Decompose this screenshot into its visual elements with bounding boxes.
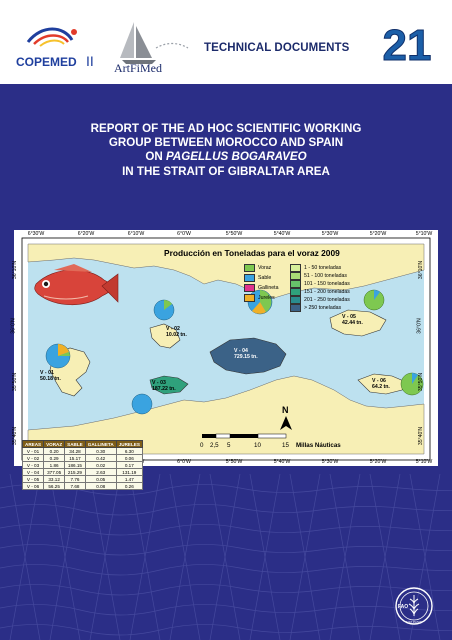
- pie-v02: [153, 299, 175, 321]
- copemed-suffix: II: [86, 53, 94, 69]
- lon-top-8: 5°20'W: [369, 231, 387, 237]
- scale-bar: [202, 433, 287, 439]
- lon-top-6: 5°40'W: [273, 231, 291, 237]
- legend-t1: 1 - 50 toneladas: [290, 264, 341, 272]
- zone-label-v04: V - 04 729.15 tn.: [234, 348, 258, 360]
- lat-right-4: 35°40'N: [418, 426, 425, 446]
- scale-num-4: 15: [282, 442, 289, 449]
- species-name: PAGELLUS BOGARAVEO: [165, 150, 307, 164]
- legend-t2: 51 - 100 toneladas: [290, 272, 347, 280]
- legend-t3: 101 - 150 toneladas: [290, 280, 350, 288]
- lat-left-2: 36°0'N: [10, 318, 17, 334]
- title-line-4: IN THE STRAIT OF GIBRALTAR AREA: [122, 164, 330, 178]
- scale-num-3: 10: [254, 442, 261, 449]
- pie-v03: [131, 393, 153, 415]
- lon-bottom-8: 5°20'W: [369, 459, 387, 465]
- lat-right-1: 36°10'N: [418, 260, 425, 280]
- table-row: V - 05 33.12 7.76 0.05 1.47: [21, 475, 143, 483]
- lon-bottom-4: 6°0'W: [177, 459, 191, 465]
- lon-top-5: 5°50'W: [225, 231, 243, 237]
- issue-number-badge: 21: [382, 21, 432, 67]
- north-arrow: [280, 416, 292, 430]
- table-row: V - 02 0.29 15.17 0.42 0.06: [21, 454, 143, 462]
- fao-letters: FAO: [398, 604, 408, 610]
- title-line-3: ON PAGELLUS BOGARAVEO: [145, 150, 307, 164]
- map-title: Producción en Toneladas para el voraz 20…: [164, 248, 340, 258]
- header: COPEMED II ArtFiMed TECHNICAL DOCUMENTS …: [0, 0, 452, 84]
- zone-v03-area: [149, 375, 189, 395]
- lon-top-3: 6°10'W: [127, 231, 145, 237]
- north-label: N: [282, 405, 289, 415]
- table-header-row: AREAS VORAZ SABLE GALLINETA JURELES: [21, 440, 143, 448]
- legend-sable: Sable: [244, 274, 271, 282]
- title-line-2: GROUP BETWEEN MOROCCO AND SPAIN: [108, 136, 344, 150]
- title-line-1: REPORT OF THE AD HOC SCIENTIFIC WORKING: [90, 122, 362, 135]
- lon-bottom-5: 5°50'W: [225, 459, 243, 465]
- zone-label-v03: V - 03 187.22 tn.: [152, 380, 176, 392]
- fao-logo: FIAT PANIS FAO: [395, 587, 433, 625]
- table-row: V - 03 1.86 186.15 0.02 0.17: [21, 461, 143, 469]
- table-header: VORAZ: [43, 440, 66, 448]
- lon-bottom-6: 5°40'W: [273, 459, 291, 465]
- scale-num-2: 5: [227, 442, 231, 449]
- lon-top-9: 5°10'W: [415, 231, 433, 237]
- table-row: V - 01 0.20 34.28 0.30 6.30: [21, 447, 143, 455]
- map-legend: Voraz Sable Gallineta Jureles 1 - 50 ton…: [244, 264, 376, 322]
- fao-motto: FIAT PANIS: [406, 620, 422, 624]
- table-header: SABLE: [64, 440, 86, 448]
- pie-v06: [400, 372, 424, 396]
- lon-bottom-7: 5°30'W: [321, 459, 339, 465]
- issue-number: 21: [383, 21, 432, 66]
- pie-v04: [247, 289, 273, 315]
- report-title: REPORT OF THE AD HOC SCIENTIFIC WORKING …: [0, 122, 452, 179]
- lon-top-2: 6°20'W: [77, 231, 95, 237]
- lon-top-7: 5°30'W: [321, 231, 339, 237]
- spain-landmass: [27, 243, 425, 299]
- table-header: AREAS: [21, 440, 45, 448]
- zone-v05-area: [329, 309, 387, 337]
- artfimed-text: ArtFiMed: [114, 61, 162, 74]
- zone-v04-area: [209, 337, 287, 375]
- scale-num-1: 2,5: [210, 442, 219, 449]
- lat-left-4: 35°40'N: [12, 426, 19, 446]
- table-row: V - 06 56.25 7.68 0.08 0.26: [21, 482, 143, 490]
- lon-bottom-9: 5°10'W: [415, 459, 433, 465]
- legend-voraz: Voraz: [244, 264, 271, 272]
- production-table: AREAS VORAZ SABLE GALLINETA JURELES V - …: [21, 440, 143, 490]
- map-drawing: [21, 237, 431, 461]
- legend-gallineta: Gallineta: [244, 284, 278, 292]
- scale-unit: Millas Náuticas: [296, 442, 341, 449]
- fish-illustration: [34, 264, 119, 306]
- lon-top-4: 6°0'W: [177, 231, 191, 237]
- lat-left-3: 35°50'N: [12, 372, 19, 392]
- lat-right-2: 36°0'N: [416, 318, 423, 334]
- artfimed-logo: ArtFiMed: [114, 22, 189, 74]
- legend-t5: 201 - 250 toneladas: [290, 296, 350, 304]
- zone-label-v06: V - 06 64.2 tn.: [372, 378, 390, 390]
- table-header: GALLINETA: [84, 440, 117, 448]
- copemed-logo: COPEMED II: [16, 27, 94, 69]
- pie-v05: [363, 289, 385, 311]
- series-label: TECHNICAL DOCUMENTS: [204, 42, 350, 54]
- scale-num-0: 0: [200, 442, 204, 449]
- map-figure: 6°30'W 6°20'W 6°10'W 6°0'W 5°50'W 5°40'W…: [10, 230, 438, 490]
- table-row: V - 04 377.05 215.29 2.63 131.19: [21, 468, 143, 476]
- legend-jureles: Jureles: [244, 294, 275, 302]
- lon-top-1: 6°30'W: [27, 231, 45, 237]
- lat-right-3: 35°50'N: [418, 372, 425, 392]
- zone-v02-area: [149, 323, 181, 349]
- zone-label-v05: V - 05 42.44 tn.: [342, 314, 363, 326]
- lat-left-1: 36°10'N: [12, 260, 19, 280]
- legend-t4: 151 - 200 toneladas: [290, 288, 350, 296]
- zone-label-v01: V - 01 50.18 tn.: [40, 370, 61, 382]
- table-header: JURELES: [115, 440, 143, 448]
- morocco-landmass: [27, 375, 425, 455]
- copemed-text: COPEMED: [16, 55, 77, 69]
- zone-label-v02: V - 02 10.02 tn.: [166, 326, 187, 338]
- legend-t6: > 250 toneladas: [290, 304, 341, 312]
- pie-v01: [45, 343, 71, 369]
